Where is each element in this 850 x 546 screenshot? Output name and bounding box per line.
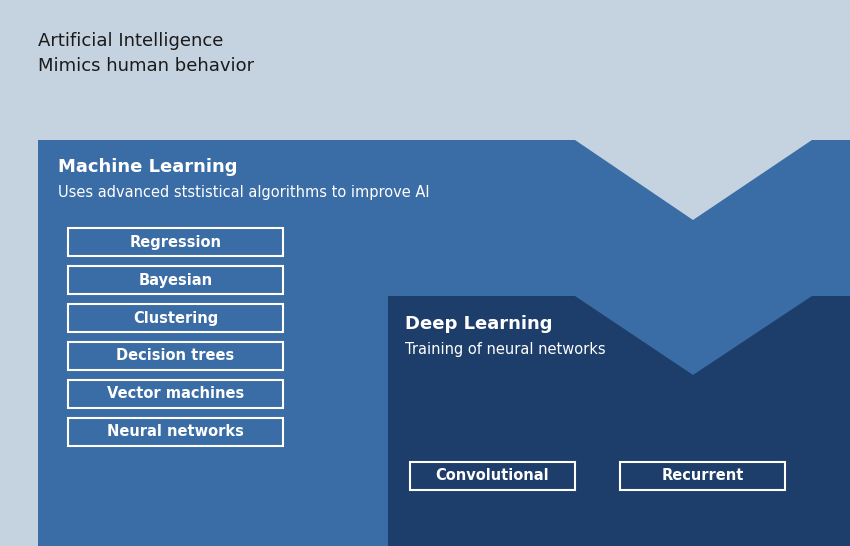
- Text: Regression: Regression: [129, 234, 222, 250]
- FancyBboxPatch shape: [410, 462, 575, 490]
- FancyBboxPatch shape: [68, 304, 283, 332]
- Polygon shape: [38, 140, 850, 546]
- FancyBboxPatch shape: [620, 462, 785, 490]
- Polygon shape: [388, 296, 850, 546]
- Text: Machine Learning: Machine Learning: [58, 158, 237, 176]
- Text: Vector machines: Vector machines: [107, 387, 244, 401]
- FancyBboxPatch shape: [68, 418, 283, 446]
- FancyBboxPatch shape: [68, 380, 283, 408]
- Text: Decision trees: Decision trees: [116, 348, 235, 364]
- Text: Neural networks: Neural networks: [107, 424, 244, 440]
- Text: Mimics human behavior: Mimics human behavior: [38, 57, 254, 75]
- Text: Clustering: Clustering: [133, 311, 218, 325]
- Text: Recurrent: Recurrent: [661, 468, 744, 484]
- FancyBboxPatch shape: [68, 342, 283, 370]
- Text: Training of neural networks: Training of neural networks: [405, 342, 605, 357]
- FancyBboxPatch shape: [68, 228, 283, 256]
- Text: Deep Learning: Deep Learning: [405, 315, 552, 333]
- Text: Convolutional: Convolutional: [436, 468, 549, 484]
- Text: Uses advanced ststistical algorithms to improve AI: Uses advanced ststistical algorithms to …: [58, 185, 429, 200]
- Text: Bayesian: Bayesian: [139, 272, 212, 288]
- FancyBboxPatch shape: [68, 266, 283, 294]
- Text: Artificial Intelligence: Artificial Intelligence: [38, 32, 224, 50]
